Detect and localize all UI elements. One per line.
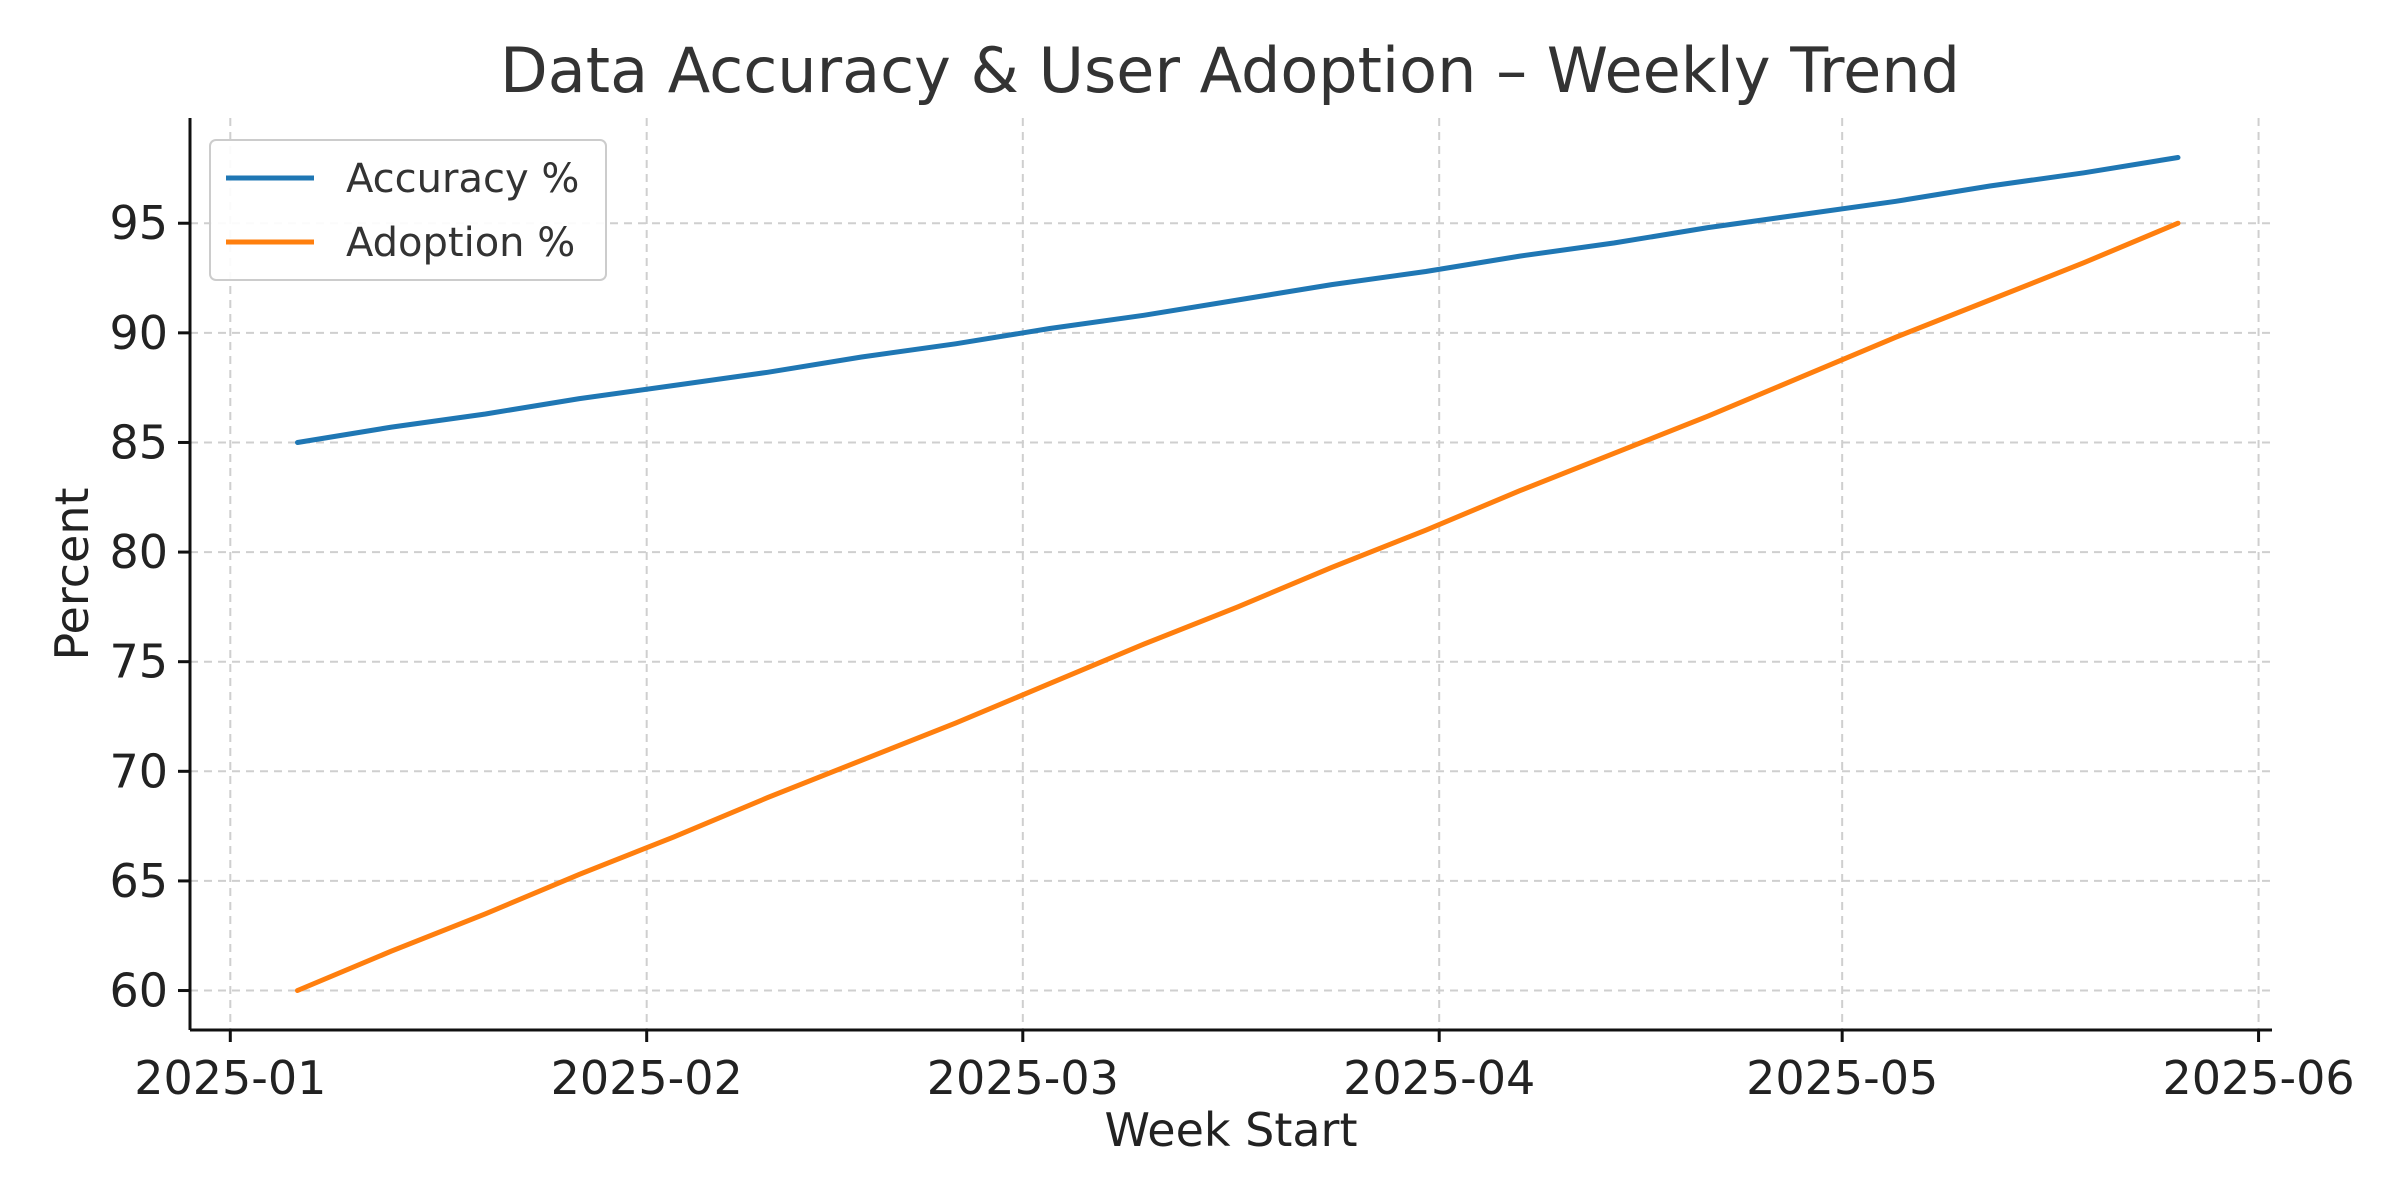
legend: Accuracy % Adoption % [209,139,607,281]
y-tick-label: 60 [109,964,168,1018]
x-tick-label: 2025-02 [551,1051,743,1105]
tick-marks: 2025-01 2025-02 2025-03 2025-04 2025-05 2025-… [109,196,2354,1105]
x-tick-label: 2025-04 [1343,1051,1535,1105]
x-tick-label: 2025-03 [927,1051,1119,1105]
legend-label-adoption: Adoption % [346,220,575,266]
x-axis-label: Week Start [1104,1103,1357,1157]
y-tick-label: 90 [109,306,168,360]
y-tick-label: 75 [109,635,168,689]
y-axis-label: Percent [45,487,99,660]
chart-title: Data Accuracy & User Adoption – Weekly T… [500,34,1960,107]
grid [190,118,2272,1030]
series-line-accuracy [295,155,2181,445]
y-tick-label: 80 [109,525,168,579]
x-tick-label: 2025-01 [134,1051,326,1105]
series-line-adoption [295,220,2181,993]
y-tick-label: 70 [109,744,168,798]
legend-label-accuracy: Accuracy % [346,156,579,202]
y-tick-label: 85 [109,415,168,469]
y-tick-label: 95 [109,196,168,250]
legend-box [209,139,607,281]
axes [188,118,2272,1032]
y-tick-label: 65 [109,854,168,908]
x-tick-label: 2025-05 [1746,1051,1938,1105]
x-tick-label: 2025-06 [2162,1051,2354,1105]
series-lines [295,155,2181,993]
